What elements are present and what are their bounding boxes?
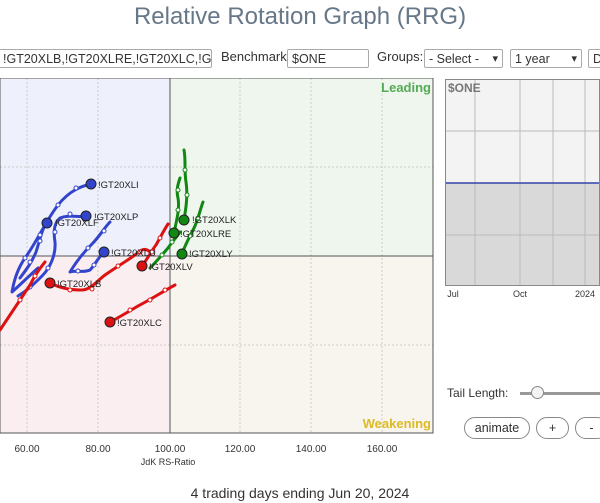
plot-border <box>0 78 434 434</box>
tail-length-slider-handle[interactable] <box>531 386 544 399</box>
mini-x-tick: 2024 <box>575 289 595 299</box>
marker-xlk[interactable] <box>178 214 190 226</box>
animate-button[interactable]: animate <box>464 417 530 439</box>
marker-xlf[interactable] <box>41 217 53 229</box>
marker-xly[interactable] <box>176 248 188 260</box>
increase-button[interactable]: + <box>536 417 569 439</box>
red-tail-points <box>17 235 168 313</box>
tail-xly <box>180 200 205 256</box>
x-tick-label: 140.00 <box>296 444 327 455</box>
leading-label: Leading <box>381 80 431 95</box>
marker-xlc[interactable] <box>104 316 116 328</box>
benchmark-label: Benchmark: <box>221 49 291 64</box>
marker-xlb[interactable] <box>44 277 56 289</box>
marker-xlu[interactable] <box>98 246 110 258</box>
blue-tail-points <box>22 185 107 290</box>
marker-xlre[interactable] <box>168 227 180 239</box>
tail-xlre <box>172 176 182 235</box>
x-axis-label: JdK RS-Ratio <box>141 457 196 467</box>
green-tails <box>148 148 205 270</box>
rrg-chart: Leading Weakening 60.00 80.00 100.00 120… <box>0 78 434 467</box>
mini-x-axis: Jul Oct 2024 <box>447 289 595 299</box>
mini-x-tick: Oct <box>513 289 528 299</box>
decrease-button[interactable]: - <box>575 417 600 439</box>
benchmark-mini-chart: $ONE Jul Oct 2024 <box>445 79 600 299</box>
marker-xlp[interactable] <box>80 210 92 222</box>
label-xlu: !GT20XLU <box>111 248 156 259</box>
label-xlp: !GT20XLP <box>94 212 138 223</box>
x-axis: 60.00 80.00 100.00 120.00 140.00 160.00 … <box>14 444 397 467</box>
tail-red-left <box>0 260 47 332</box>
x-tick-label: 120.00 <box>225 444 256 455</box>
label-xlc: !GT20XLC <box>117 318 162 329</box>
label-xlv: !GT20XLV <box>149 262 193 273</box>
tail-xlk <box>182 148 189 222</box>
x-tick-label: 160.00 <box>367 444 398 455</box>
tail-xlf <box>18 221 49 280</box>
tail-xlv <box>140 222 170 268</box>
groups-select[interactable]: - Select - <box>424 49 503 68</box>
controls-bar: !GT20XLB,!GT20XLRE,!GT20XLC,!GT2 Benchma… <box>0 47 600 73</box>
label-xli: !GT20XLI <box>98 180 139 191</box>
label-xlb: !GT20XLB <box>57 279 101 290</box>
tail-length-slider[interactable] <box>520 392 600 395</box>
label-xlk: !GT20XLK <box>192 215 237 226</box>
mini-x-tick: Jul <box>447 289 459 299</box>
weakening-label: Weakening <box>363 416 431 431</box>
extra-select[interactable]: D <box>588 49 600 68</box>
marker-xli[interactable] <box>85 178 97 190</box>
symbol-labels: !GT20XLI !GT20XLP !GT20XLF !GT20XLU !GT2… <box>55 180 237 329</box>
x-tick-label: 100.00 <box>155 444 186 455</box>
marker-xlv[interactable] <box>136 260 148 272</box>
tail-length-label: Tail Length: <box>447 386 509 400</box>
page-title: Relative Rotation Graph (RRG) <box>133 3 467 30</box>
tail-xlp <box>16 214 88 298</box>
x-tick-label: 60.00 <box>14 444 39 455</box>
label-xlf: !GT20XLF <box>55 218 99 229</box>
period-select[interactable]: 1 year <box>510 49 582 68</box>
green-tail-points <box>159 167 201 258</box>
mini-label: $ONE <box>448 81 481 95</box>
label-xly: !GT20XLY <box>189 249 233 260</box>
label-xlre: !GT20XLRE <box>180 229 231 240</box>
benchmark-input[interactable]: $ONE <box>287 49 369 68</box>
groups-label: Groups: <box>377 49 424 64</box>
x-tick-label: 80.00 <box>85 444 110 455</box>
symbols-input[interactable]: !GT20XLB,!GT20XLRE,!GT20XLC,!GT2 <box>0 49 212 68</box>
footer-date-range: 4 trading days ending Jun 20, 2024 <box>190 485 410 501</box>
head-markers <box>41 178 190 328</box>
